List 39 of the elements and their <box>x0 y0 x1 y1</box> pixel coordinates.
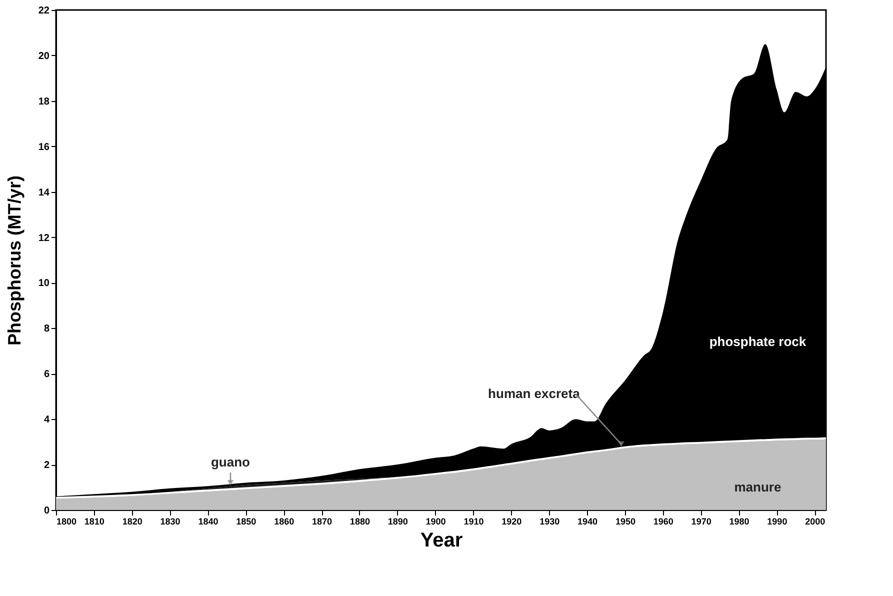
x-tick-label: 1950 <box>615 516 636 526</box>
y-tick-label: 8 <box>44 324 50 335</box>
x-tick-label: 1980 <box>729 516 750 526</box>
x-tick-label: 1800 <box>56 516 77 526</box>
x-tick-label: 1810 <box>84 516 104 526</box>
y-tick-label: 20 <box>38 50 50 62</box>
x-tick-label: 1940 <box>578 516 598 526</box>
x-tick-label: 1850 <box>236 516 256 526</box>
x-tick-label: 1820 <box>122 516 142 526</box>
x-tick-label: 1900 <box>426 516 446 526</box>
x-axis-title: Year <box>420 530 463 552</box>
y-tick-label: 16 <box>38 142 50 153</box>
x-tick-label: 1870 <box>312 516 332 526</box>
x-tick-label: 1880 <box>350 516 370 526</box>
text: human excreta <box>488 386 581 402</box>
y-tick-label: 12 <box>38 232 50 244</box>
series-label: phosphate rock <box>709 334 807 349</box>
x-tick-label: 1920 <box>502 516 522 526</box>
x-tick-label: 1910 <box>464 516 484 526</box>
y-tick-label: 18 <box>38 96 50 108</box>
series-label: manure <box>734 479 782 494</box>
y-tick-label: 22 <box>38 6 50 16</box>
x-tick-label: 1990 <box>767 516 788 526</box>
y-tick-label: 2 <box>44 460 50 472</box>
x-tick-label: 1970 <box>691 516 712 526</box>
x-tick-label: 1960 <box>653 516 674 526</box>
x-tick-label: 1930 <box>540 516 560 526</box>
series-label: guano <box>210 454 250 470</box>
y-axis-title: Phosphorus (MT/yr) <box>4 175 24 346</box>
y-tick-label: 10 <box>38 278 50 290</box>
x-tick-label: 1840 <box>198 516 218 526</box>
x-tick-label: 1830 <box>160 516 180 526</box>
y-tick-label: 0 <box>44 506 50 516</box>
y-tick-label: 14 <box>38 187 50 198</box>
y-tick-label: 6 <box>44 369 50 380</box>
y-tick-label: 4 <box>44 414 50 426</box>
x-tick-label: 2000 <box>805 516 826 526</box>
x-tick-label: 1860 <box>274 516 294 526</box>
x-tick-label: 1890 <box>388 516 408 526</box>
